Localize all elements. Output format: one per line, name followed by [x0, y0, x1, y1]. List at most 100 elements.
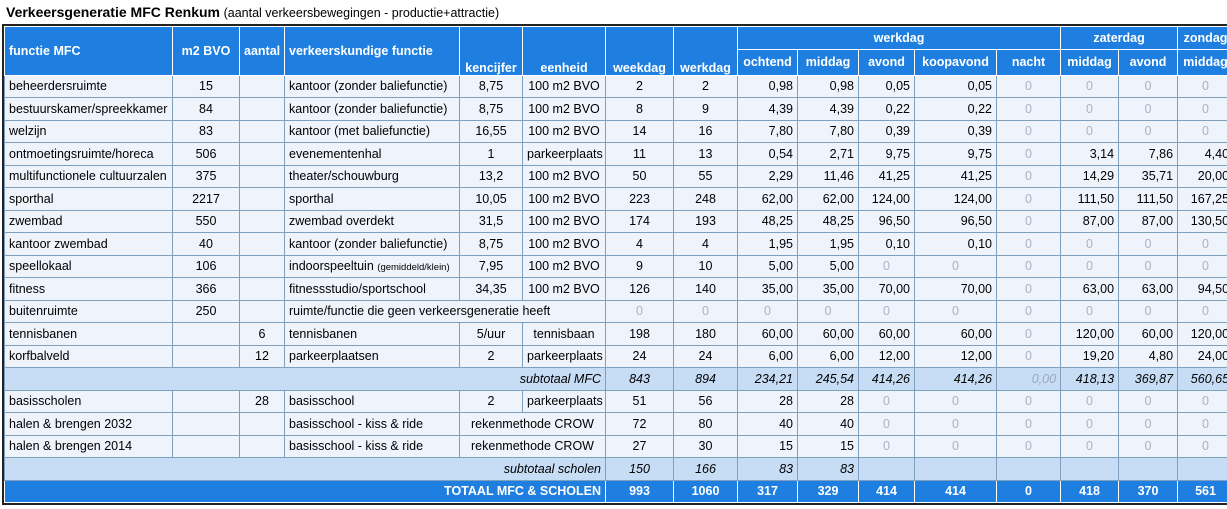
cell-za: 0: [1118, 434, 1179, 458]
cell-za: 60,00: [1118, 322, 1179, 346]
cell-za: 87,00: [1118, 209, 1179, 233]
cell-m: 7,80: [797, 119, 859, 143]
cell-n: 0: [995, 119, 1062, 143]
cell-k: 0,05: [914, 74, 997, 98]
cell-m2: 366: [172, 277, 240, 301]
cell-zo: 0: [1177, 434, 1227, 458]
cell-wd: 13: [673, 142, 738, 166]
cell-n: 0: [995, 209, 1062, 233]
cell-kencijfer: 16,55: [459, 119, 523, 143]
cell-verkeerskundige-functie: kantoor (zonder baliefunctie): [284, 74, 460, 98]
cell-wd: 80: [673, 412, 738, 436]
cell-zo: 0: [1177, 74, 1227, 98]
cell-eenheid: 100 m2 BVO: [522, 97, 606, 121]
cell-wk: 14: [605, 119, 674, 143]
cell-wk: 27: [605, 434, 674, 458]
cell-functie: beheerdersruimte: [4, 74, 173, 98]
cell-aantal: [239, 97, 285, 121]
cell-zo: 130,50: [1177, 209, 1227, 233]
cell-zo: 120,00: [1177, 322, 1227, 346]
cell-m2: [172, 412, 240, 436]
cell-n: 0: [995, 277, 1062, 301]
cell-m2: 550: [172, 209, 240, 233]
cell-zm: 87,00: [1060, 209, 1120, 233]
cell-zm: 0: [1060, 74, 1120, 98]
cell-functie: sporthal: [4, 187, 173, 211]
cell-za: 0: [1118, 97, 1179, 121]
cell-n: 0: [995, 254, 1062, 278]
cell-o: 4,39: [737, 97, 798, 121]
cell-verkeerskundige-functie: sporthal: [284, 187, 460, 211]
cell-za: 0: [1118, 119, 1179, 143]
cell-k: 0,22: [914, 97, 997, 121]
cell-functie: fitness: [4, 277, 173, 301]
subtotal-label: subtotaal scholen: [4, 457, 606, 481]
cell-zm: 0: [1060, 299, 1120, 323]
subtotal-za: [1118, 457, 1179, 481]
cell-zo: 0: [1177, 97, 1227, 121]
cell-wk: 198: [605, 322, 674, 346]
subtotal-label: subtotaal MFC: [4, 367, 606, 391]
subtotal-za: 369,87: [1118, 367, 1179, 391]
cell-eenheid: 100 m2 BVO: [522, 277, 606, 301]
table-title: Verkeersgeneratie MFC Renkum (aantal ver…: [6, 4, 499, 20]
total-zo: 561: [1177, 479, 1227, 503]
cell-aantal: [239, 164, 285, 188]
cell-wk: 72: [605, 412, 674, 436]
vf-text: indoorspeeltuin: [289, 259, 374, 274]
cell-a: 0,22: [858, 97, 915, 121]
cell-wd: 248: [673, 187, 738, 211]
table-row: korfbalveld 12 parkeerplaatsen 2 parkeerplaa…: [4, 344, 1227, 368]
cell-zm: 0: [1060, 119, 1120, 143]
cell-kencijfer: 8,75: [459, 97, 523, 121]
cell-m: 6,00: [797, 344, 859, 368]
cell-o: 28: [737, 389, 798, 413]
cell-a: 0: [858, 254, 915, 278]
col-header-aantal: aantal: [239, 26, 285, 76]
cell-zm: 14,29: [1060, 164, 1120, 188]
col-header-koopavond: koopavond: [914, 48, 997, 76]
cell-eenheid: tennisbaan: [522, 322, 606, 346]
cell-functie: korfbalveld: [4, 344, 173, 368]
cell-a: 12,00: [858, 344, 915, 368]
cell-za: 63,00: [1118, 277, 1179, 301]
cell-zm: 0: [1060, 254, 1120, 278]
cell-m: 28: [797, 389, 859, 413]
col-header-za-middag: middag: [1060, 48, 1120, 76]
cell-k: 9,75: [914, 142, 997, 166]
cell-aantal: [239, 74, 285, 98]
cell-eenheid: parkeerplaats: [522, 389, 606, 413]
table-row: kantoor zwembad 40 kantoor (zonder baliefu…: [4, 232, 1227, 256]
col-header-nacht: nacht: [995, 48, 1062, 76]
cell-kencijfer: 8,75: [459, 74, 523, 98]
cell-k: 12,00: [914, 344, 997, 368]
cell-o: 40: [737, 412, 798, 436]
cell-eenheid: 100 m2 BVO: [522, 119, 606, 143]
cell-n: 0: [995, 434, 1062, 458]
vf-note: (gemiddeld/klein): [377, 262, 450, 274]
cell-m: 0: [797, 299, 859, 323]
subtotal-zm: [1060, 457, 1120, 481]
subtotal-zo: 560,65: [1177, 367, 1227, 391]
cell-wk: 223: [605, 187, 674, 211]
table-row: basisscholen 28 basisschool 2 parkeerplaats 5…: [4, 389, 1227, 413]
cell-o: 62,00: [737, 187, 798, 211]
cell-k: 41,25: [914, 164, 997, 188]
col-header-ochtend: ochtend: [737, 48, 798, 76]
table-row: halen & brengen 2014 basisschool - kiss &…: [4, 434, 1227, 458]
table-row: fitness 366 fitnessstudio/sportschool 34,35…: [4, 277, 1227, 301]
cell-a: 70,00: [858, 277, 915, 301]
cell-wd: 30: [673, 434, 738, 458]
cell-o: 15: [737, 434, 798, 458]
cell-functie: multifunctionele cultuurzalen: [4, 164, 173, 188]
cell-n: 0: [995, 344, 1062, 368]
cell-a: 0: [858, 412, 915, 436]
cell-k: 0: [914, 434, 997, 458]
cell-wd: 56: [673, 389, 738, 413]
subtotal-a: 414,26: [858, 367, 915, 391]
cell-a: 60,00: [858, 322, 915, 346]
title-main: Verkeersgeneratie MFC Renkum: [6, 4, 220, 20]
cell-eenheid: parkeerplaats: [522, 142, 606, 166]
cell-k: 0: [914, 412, 997, 436]
subtotal-m: 83: [797, 457, 859, 481]
